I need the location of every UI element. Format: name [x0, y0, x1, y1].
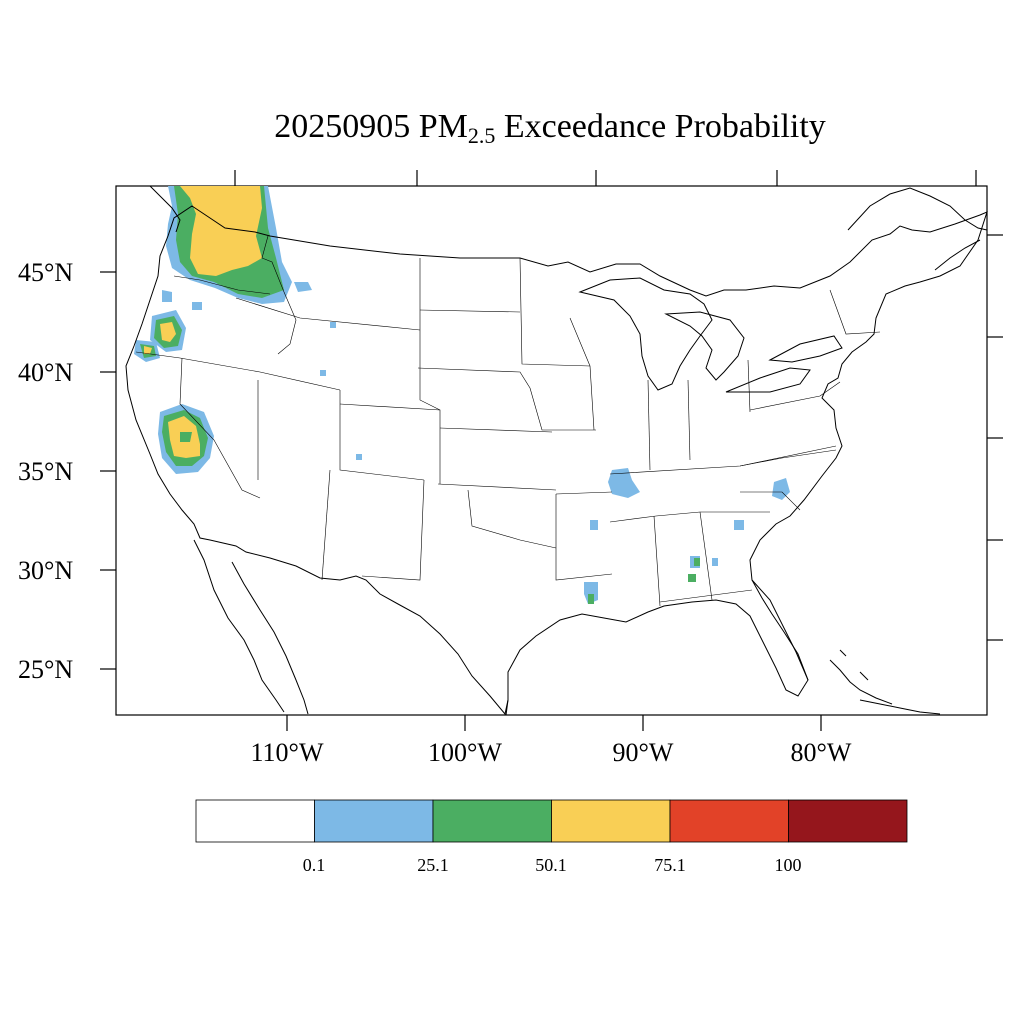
prob-area-louisiana-mid	[588, 594, 594, 604]
colorbar-label-50.1: 50.1	[535, 855, 567, 875]
prob-area-louisiana-low	[584, 582, 598, 604]
colorbar-label-100: 100	[774, 855, 802, 875]
prob-area-northwest-high	[180, 186, 262, 276]
state-line-new-england	[829, 289, 881, 335]
lon-label-110: 110°W	[250, 738, 324, 767]
prob-area-georgia-spot-2	[712, 558, 718, 566]
state-line-or-ca	[135, 351, 341, 391]
coastlines	[125, 185, 988, 716]
state-line-ia-mo	[529, 387, 596, 431]
colorbar-box-4	[551, 799, 671, 843]
state-line-az-nm	[321, 469, 331, 581]
colorbar-box-1	[195, 799, 315, 843]
nova-scotia	[934, 239, 981, 271]
map-title: 20250905 PM2.5 Exceedance Probability	[0, 108, 1024, 149]
title-pollutant-subscript: 2.5	[467, 123, 496, 148]
title-date: 20250905	[274, 108, 411, 145]
state-line-mn-ia	[519, 257, 591, 367]
state-line-nv	[179, 357, 261, 499]
lat-label-35: 35°N	[18, 457, 74, 486]
state-line-wa-or	[173, 275, 271, 295]
state-line-ne-ks	[439, 427, 553, 433]
state-boundaries	[135, 235, 881, 607]
state-line-ny-pa	[749, 381, 841, 411]
title-pollutant: PM	[418, 108, 468, 145]
state-line-tx-ok	[467, 489, 557, 549]
state-line-oh-pa	[747, 359, 751, 413]
bahamas-islands	[829, 649, 893, 705]
state-line-sc	[740, 491, 801, 511]
lon-label-100: 100°W	[428, 738, 502, 767]
lat-label-40: 40°N	[18, 358, 74, 387]
lat-label-30: 30°N	[18, 556, 74, 585]
lat-label-45: 45°N	[18, 258, 74, 287]
mexico-mainland-coast	[231, 561, 309, 715]
state-line-ms-al	[609, 511, 770, 523]
prob-area-idaho-low	[294, 282, 312, 292]
state-line-ks-ok	[437, 483, 557, 491]
cuba	[859, 699, 941, 715]
state-line-mo-ar	[555, 491, 613, 495]
state-line-il-in	[647, 379, 651, 471]
gulf-of-mexico-coast	[505, 699, 509, 716]
probability-shading	[134, 186, 790, 604]
state-line-wi	[569, 317, 595, 431]
lat-label-25: 25°N	[18, 655, 74, 684]
colorbar-label-25.1: 25.1	[417, 855, 449, 875]
state-line-nd-sd	[419, 309, 521, 313]
state-line-co-ks	[339, 403, 441, 484]
prob-area-carolina-low	[772, 478, 790, 500]
state-line-in-oh	[687, 379, 691, 461]
vancouver-island	[149, 185, 181, 233]
state-line-id	[261, 235, 297, 355]
canada-coast	[847, 187, 988, 231]
prob-area-arkansas-low	[608, 468, 640, 498]
colorbar	[195, 799, 908, 843]
state-line-va-nc	[739, 449, 837, 467]
state-line-ga-fl	[659, 589, 753, 603]
prob-area-oregon-spot	[192, 302, 202, 310]
state-line-wy-sd	[419, 258, 441, 411]
state-line-mt-wy	[235, 297, 421, 331]
colorbar-box-6	[788, 799, 908, 843]
prob-area-oregon-low	[162, 290, 172, 302]
lon-label-90: 90°W	[612, 738, 674, 767]
colorbar-box-2	[314, 799, 434, 843]
florida	[751, 579, 809, 681]
tick-marks	[100, 170, 1003, 731]
prob-area-colorado-spot	[356, 454, 362, 460]
colorbar-box-3	[432, 799, 552, 843]
prob-area-wyoming-spot-2	[320, 370, 326, 376]
state-line-al-ga	[653, 511, 713, 607]
state-line-ar-la	[555, 494, 613, 581]
colorbar-label-0.1: 0.1	[302, 855, 326, 875]
prob-area-arkansas-spot	[590, 520, 598, 530]
lon-label-80: 80°W	[790, 738, 852, 767]
prob-area-georgia-spot	[734, 520, 744, 530]
title-suffix: Exceedance Probability	[503, 108, 826, 145]
colorbar-label-75.1: 75.1	[654, 855, 686, 875]
state-line-sd-ne	[417, 367, 531, 389]
prob-area-alabama-low-2	[688, 574, 696, 582]
us-outline	[125, 205, 988, 716]
prob-area-s-oregon-high	[160, 322, 176, 342]
state-line-nm-tx	[361, 479, 425, 581]
state-line-ut-co	[339, 390, 425, 481]
prob-area-sierra-core	[180, 432, 192, 442]
great-lakes	[578, 277, 843, 393]
prob-area-alabama-mid	[694, 558, 700, 566]
baja-california	[193, 539, 285, 713]
prob-area-n-california-high	[144, 346, 152, 354]
colorbar-box-5	[669, 799, 789, 843]
prob-area-wyoming-spot	[330, 322, 336, 328]
